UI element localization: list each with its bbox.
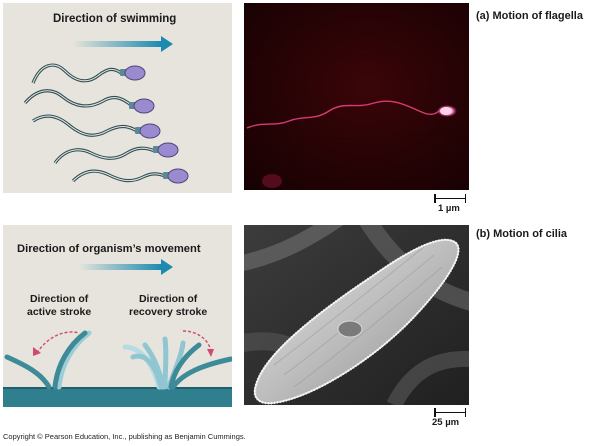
sperm-cell <box>71 168 189 184</box>
scale-bar-1um <box>434 194 466 207</box>
cilia-fringe <box>253 238 460 405</box>
scale-bar-25um <box>434 408 466 421</box>
flagella-micrograph <box>244 3 469 190</box>
flagella-diagram <box>23 36 189 184</box>
paramecium-sem-micrograph <box>244 225 469 405</box>
sperm-cell <box>53 142 179 164</box>
panel-a-caption: (a) Motion of flagella <box>476 10 583 22</box>
sperm-cell <box>31 63 146 84</box>
oral-groove <box>337 320 363 338</box>
recovery-stroke-cilia <box>122 336 232 390</box>
paramecium-body <box>254 239 460 405</box>
flagella-diagram-panel: Direction of swimming <box>3 3 232 193</box>
panel-b-caption: (b) Motion of cilia <box>476 228 568 240</box>
copyright-notice: Copyright © Pearson Education, Inc., pub… <box>3 432 246 441</box>
direction-of-organism-movement-label: Direction of organism’s movement <box>17 243 201 255</box>
movement-direction-arrow <box>79 259 173 275</box>
active-stroke-cilium <box>4 330 92 390</box>
recovery-stroke-label: Direction of recovery stroke <box>129 293 208 318</box>
sperm-cell <box>32 114 161 139</box>
active-stroke-label: Direction of active stroke <box>27 293 92 318</box>
cilia-diagram <box>3 259 232 407</box>
flagellum-filament <box>246 100 443 129</box>
cilia-diagram-panel: Direction of organism’s movement Directi… <box>3 225 232 407</box>
active-stroke-arrow <box>36 331 80 354</box>
scale-label-25um: 25 µm <box>432 417 460 428</box>
recovery-stroke-arrow <box>182 330 212 352</box>
scale-label-1um: 1 µm <box>438 203 460 214</box>
cell-surface <box>3 387 232 407</box>
direction-of-swimming-label: Direction of swimming <box>53 13 177 25</box>
sperm-cell <box>23 89 155 114</box>
swimming-direction-arrow <box>73 36 173 52</box>
